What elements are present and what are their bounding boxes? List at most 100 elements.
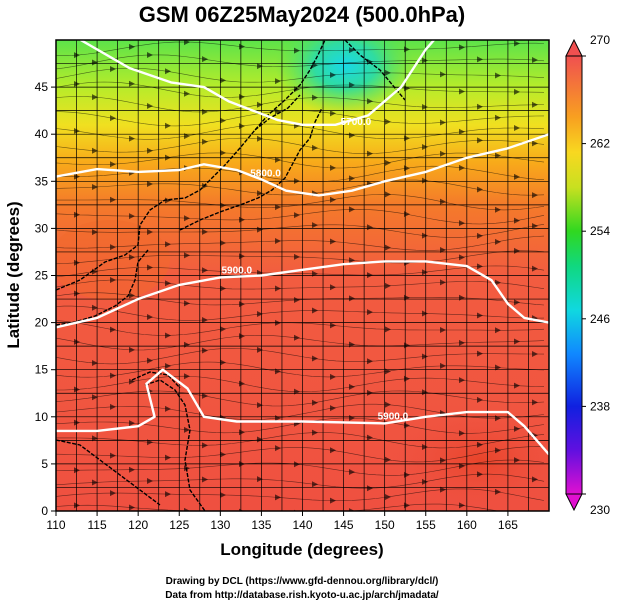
streamline-arrow [385, 494, 391, 501]
height-contour [56, 260, 549, 329]
streamline-arrow [165, 122, 171, 129]
credit-data: Data from http://database.rish.kyoto-u.a… [165, 590, 439, 601]
streamline-arrow [257, 311, 263, 318]
x-axis-label: Longitude (degrees) [220, 540, 383, 559]
streamline [56, 488, 545, 502]
streamline-arrow [349, 257, 355, 264]
streamline-arrow [202, 138, 208, 145]
streamline-arrow [165, 491, 171, 498]
streamline-arrow [92, 479, 98, 486]
streamline-arrow [110, 115, 116, 122]
streamline-arrow [532, 192, 538, 199]
streamline [56, 235, 545, 251]
streamline-arrow [477, 263, 483, 270]
streamline-arrow [330, 322, 336, 329]
streamline-arrow [367, 358, 373, 365]
streamline-arrow [147, 357, 153, 364]
streamline-arrow [330, 497, 336, 504]
x-tick-label: 145 [334, 518, 354, 532]
streamline-arrow [459, 164, 465, 171]
x-axis-ticks: 110 115 120 125 130 135 140 145 150 155 160 165 [46, 511, 518, 532]
streamline-arrow [220, 285, 226, 292]
colorbar-tick-label: 230 [590, 503, 610, 517]
streamline-arrow [110, 276, 116, 283]
streamline-arrow [74, 81, 80, 88]
height-contour [56, 368, 549, 456]
streamline-arrow [220, 359, 226, 366]
streamline-arrow [367, 150, 373, 157]
streamline-arrow [220, 491, 226, 498]
streamline-arrow [165, 197, 171, 204]
streamline-arrow [440, 279, 446, 286]
y-axis-label: Latitude (degrees) [4, 201, 23, 348]
streamline-arrow [532, 140, 538, 147]
streamline-arrow [202, 476, 208, 483]
streamline-arrow [440, 119, 446, 126]
streamline-arrow [184, 215, 190, 222]
x-tick-label: 125 [169, 518, 189, 532]
streamline-arrow [422, 269, 428, 276]
streamline-arrow [239, 429, 245, 436]
streamline-arrow [294, 253, 300, 260]
streamline-arrow [74, 127, 80, 134]
streamline-arrow [165, 362, 171, 369]
streamline-arrow [220, 451, 226, 458]
streamline-arrow [459, 339, 465, 346]
streamline-arrow [312, 399, 318, 406]
streamline-arrow [330, 284, 336, 291]
streamline-arrow [385, 118, 391, 125]
streamline-arrow [532, 265, 538, 272]
lat-lon-grid [56, 40, 549, 511]
streamline-arrow [495, 447, 501, 454]
streamline-arrow [239, 43, 245, 50]
colorbar-tick-label: 262 [590, 137, 610, 151]
streamline-arrow [459, 502, 465, 509]
streamline-arrow [367, 272, 373, 279]
y-tick-label: 0 [41, 504, 48, 518]
streamline-arrow [239, 216, 245, 223]
streamline-arrow [514, 457, 520, 464]
streamline-arrow [129, 135, 135, 142]
streamline [56, 320, 545, 336]
streamline-arrow [184, 252, 190, 259]
plot-area: 5900.0 5900.0 5800.0 5700.0 [56, 40, 549, 511]
streamline-arrow [257, 63, 263, 70]
streamline-arrow [459, 88, 465, 95]
streamline-arrow [239, 123, 245, 130]
colorbar-tick-label: 238 [590, 399, 610, 413]
streamline-arrow [220, 117, 226, 124]
colorbar-tick-label: 254 [590, 224, 610, 238]
streamline-arrow [184, 426, 190, 433]
streamline-arrow [330, 447, 336, 454]
streamline-arrow [385, 401, 391, 408]
streamline-arrow [147, 439, 153, 446]
streamline-arrow [312, 94, 318, 101]
streamline-arrow [165, 405, 171, 412]
streamline-arrow [459, 254, 465, 261]
streamline [56, 67, 545, 83]
streamline-arrow [477, 137, 483, 144]
streamline-arrow [129, 213, 135, 220]
streamline-arrow [440, 71, 446, 78]
streamline-arrow [74, 290, 80, 297]
streamline-arrow [294, 86, 300, 93]
streamline-arrow [275, 494, 281, 501]
streamline-arrow [74, 211, 80, 218]
streamline-arrow [440, 198, 446, 205]
chart-title: GSM 06Z25May2024 (500.0hPa) [139, 2, 466, 27]
x-tick-label: 160 [457, 518, 477, 532]
streamline-arrow [385, 456, 391, 463]
streamline-arrow [239, 333, 245, 340]
streamline-arrow [92, 360, 98, 367]
height-contours [56, 40, 549, 456]
streamline [56, 265, 545, 278]
streamline-arrow [202, 317, 208, 324]
contour-label: 5800.0 [250, 169, 281, 180]
y-tick-label: 40 [35, 127, 49, 141]
streamline [56, 305, 545, 321]
credit-drawing: Drawing by DCL (https://www.gfd-dennou.o… [166, 576, 439, 587]
streamline-arrow [165, 241, 171, 248]
streamline-arrow [477, 471, 483, 478]
streamline-arrow [477, 441, 483, 448]
streamline-arrow [92, 268, 98, 275]
